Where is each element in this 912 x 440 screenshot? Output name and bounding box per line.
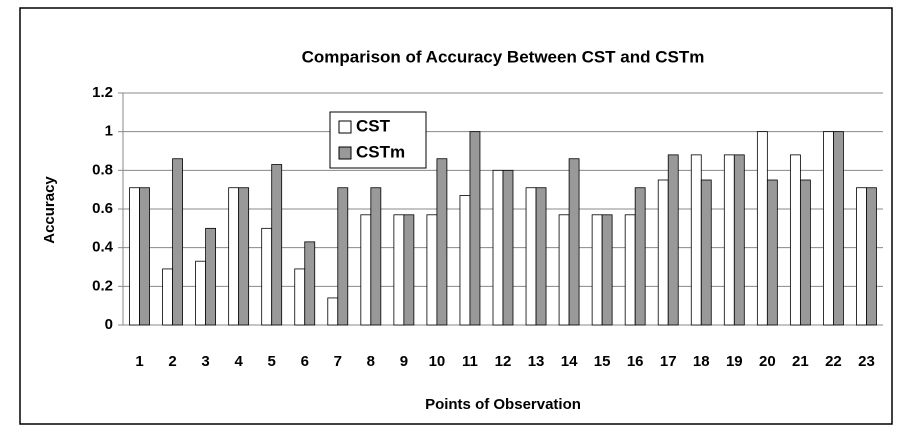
y-tick-label: 0 xyxy=(105,316,113,333)
x-tick-label: 13 xyxy=(528,353,545,370)
x-tick-label: 5 xyxy=(268,353,276,370)
bar xyxy=(304,241,316,326)
bar xyxy=(459,195,471,326)
chart-frame xyxy=(19,7,893,425)
bar xyxy=(766,179,778,326)
bar xyxy=(823,131,834,326)
bar xyxy=(601,214,613,326)
bar xyxy=(327,297,339,326)
x-axis-title: Points of Observation xyxy=(425,396,581,413)
x-tick-label: 21 xyxy=(792,353,809,370)
y-tick-label: 0.6 xyxy=(92,200,113,217)
bar xyxy=(591,214,603,326)
x-tick-label: 14 xyxy=(561,353,578,370)
bar xyxy=(426,214,438,326)
x-tick-label: 4 xyxy=(234,353,243,370)
bar xyxy=(261,227,273,326)
bar xyxy=(139,187,150,326)
x-tick-label: 1 xyxy=(135,353,143,370)
legend-label: CSTm xyxy=(356,142,405,161)
bar xyxy=(700,179,712,326)
bar xyxy=(525,187,537,326)
x-tick-label: 6 xyxy=(301,353,309,370)
bar xyxy=(568,158,580,326)
bar xyxy=(337,187,349,326)
bar xyxy=(195,260,207,326)
bar xyxy=(238,187,250,326)
x-tick-label: 16 xyxy=(627,353,644,370)
bar xyxy=(393,214,405,326)
bar xyxy=(866,187,877,326)
bar xyxy=(733,154,745,326)
x-tick-label: 15 xyxy=(594,353,611,370)
bar xyxy=(690,154,702,326)
bar xyxy=(294,268,306,326)
bar xyxy=(856,187,867,326)
chart-title: Comparison of Accuracy Between CST and C… xyxy=(302,47,705,66)
bar xyxy=(833,131,844,326)
x-tick-label: 20 xyxy=(759,353,776,370)
bar xyxy=(162,268,173,326)
bar xyxy=(789,154,801,326)
x-tick-label: 22 xyxy=(825,353,842,370)
x-tick-label: 23 xyxy=(858,353,875,370)
x-tick-label: 10 xyxy=(429,353,446,370)
legend-swatch xyxy=(338,120,352,134)
bar xyxy=(403,214,415,326)
bar xyxy=(129,187,140,326)
x-tick-label: 9 xyxy=(400,353,408,370)
bar xyxy=(205,227,217,326)
bar xyxy=(657,179,669,326)
x-tick-label: 19 xyxy=(726,353,743,370)
bar xyxy=(799,179,811,326)
bar xyxy=(667,154,679,326)
y-tick-label: 0.4 xyxy=(92,239,114,256)
y-tick-label: 0.2 xyxy=(92,277,113,294)
x-tick-label: 18 xyxy=(693,353,710,370)
x-tick-label: 8 xyxy=(367,353,375,370)
bar xyxy=(723,154,735,326)
x-tick-label: 7 xyxy=(334,353,342,370)
x-tick-label: 17 xyxy=(660,353,677,370)
bar xyxy=(370,187,382,326)
bar xyxy=(436,158,448,326)
bar xyxy=(469,131,481,326)
y-tick-label: 0.8 xyxy=(92,161,113,178)
bar xyxy=(535,187,547,326)
y-tick-label: 1.2 xyxy=(92,84,113,101)
y-axis-title: Accuracy xyxy=(41,176,58,244)
x-tick-label: 2 xyxy=(168,353,176,370)
bar xyxy=(558,214,570,326)
legend-label: CST xyxy=(356,116,391,135)
bar xyxy=(228,187,240,326)
legend-swatch xyxy=(338,146,352,160)
bar xyxy=(271,164,283,326)
x-tick-label: 12 xyxy=(495,353,512,370)
x-tick-label: 11 xyxy=(462,353,478,370)
bar xyxy=(172,158,183,326)
bar xyxy=(360,214,372,326)
bar xyxy=(634,187,646,326)
bar xyxy=(756,131,768,326)
x-tick-label: 3 xyxy=(201,353,209,370)
bar xyxy=(502,169,514,326)
bar xyxy=(624,214,636,326)
y-tick-label: 1 xyxy=(105,123,113,140)
bar xyxy=(492,169,504,326)
